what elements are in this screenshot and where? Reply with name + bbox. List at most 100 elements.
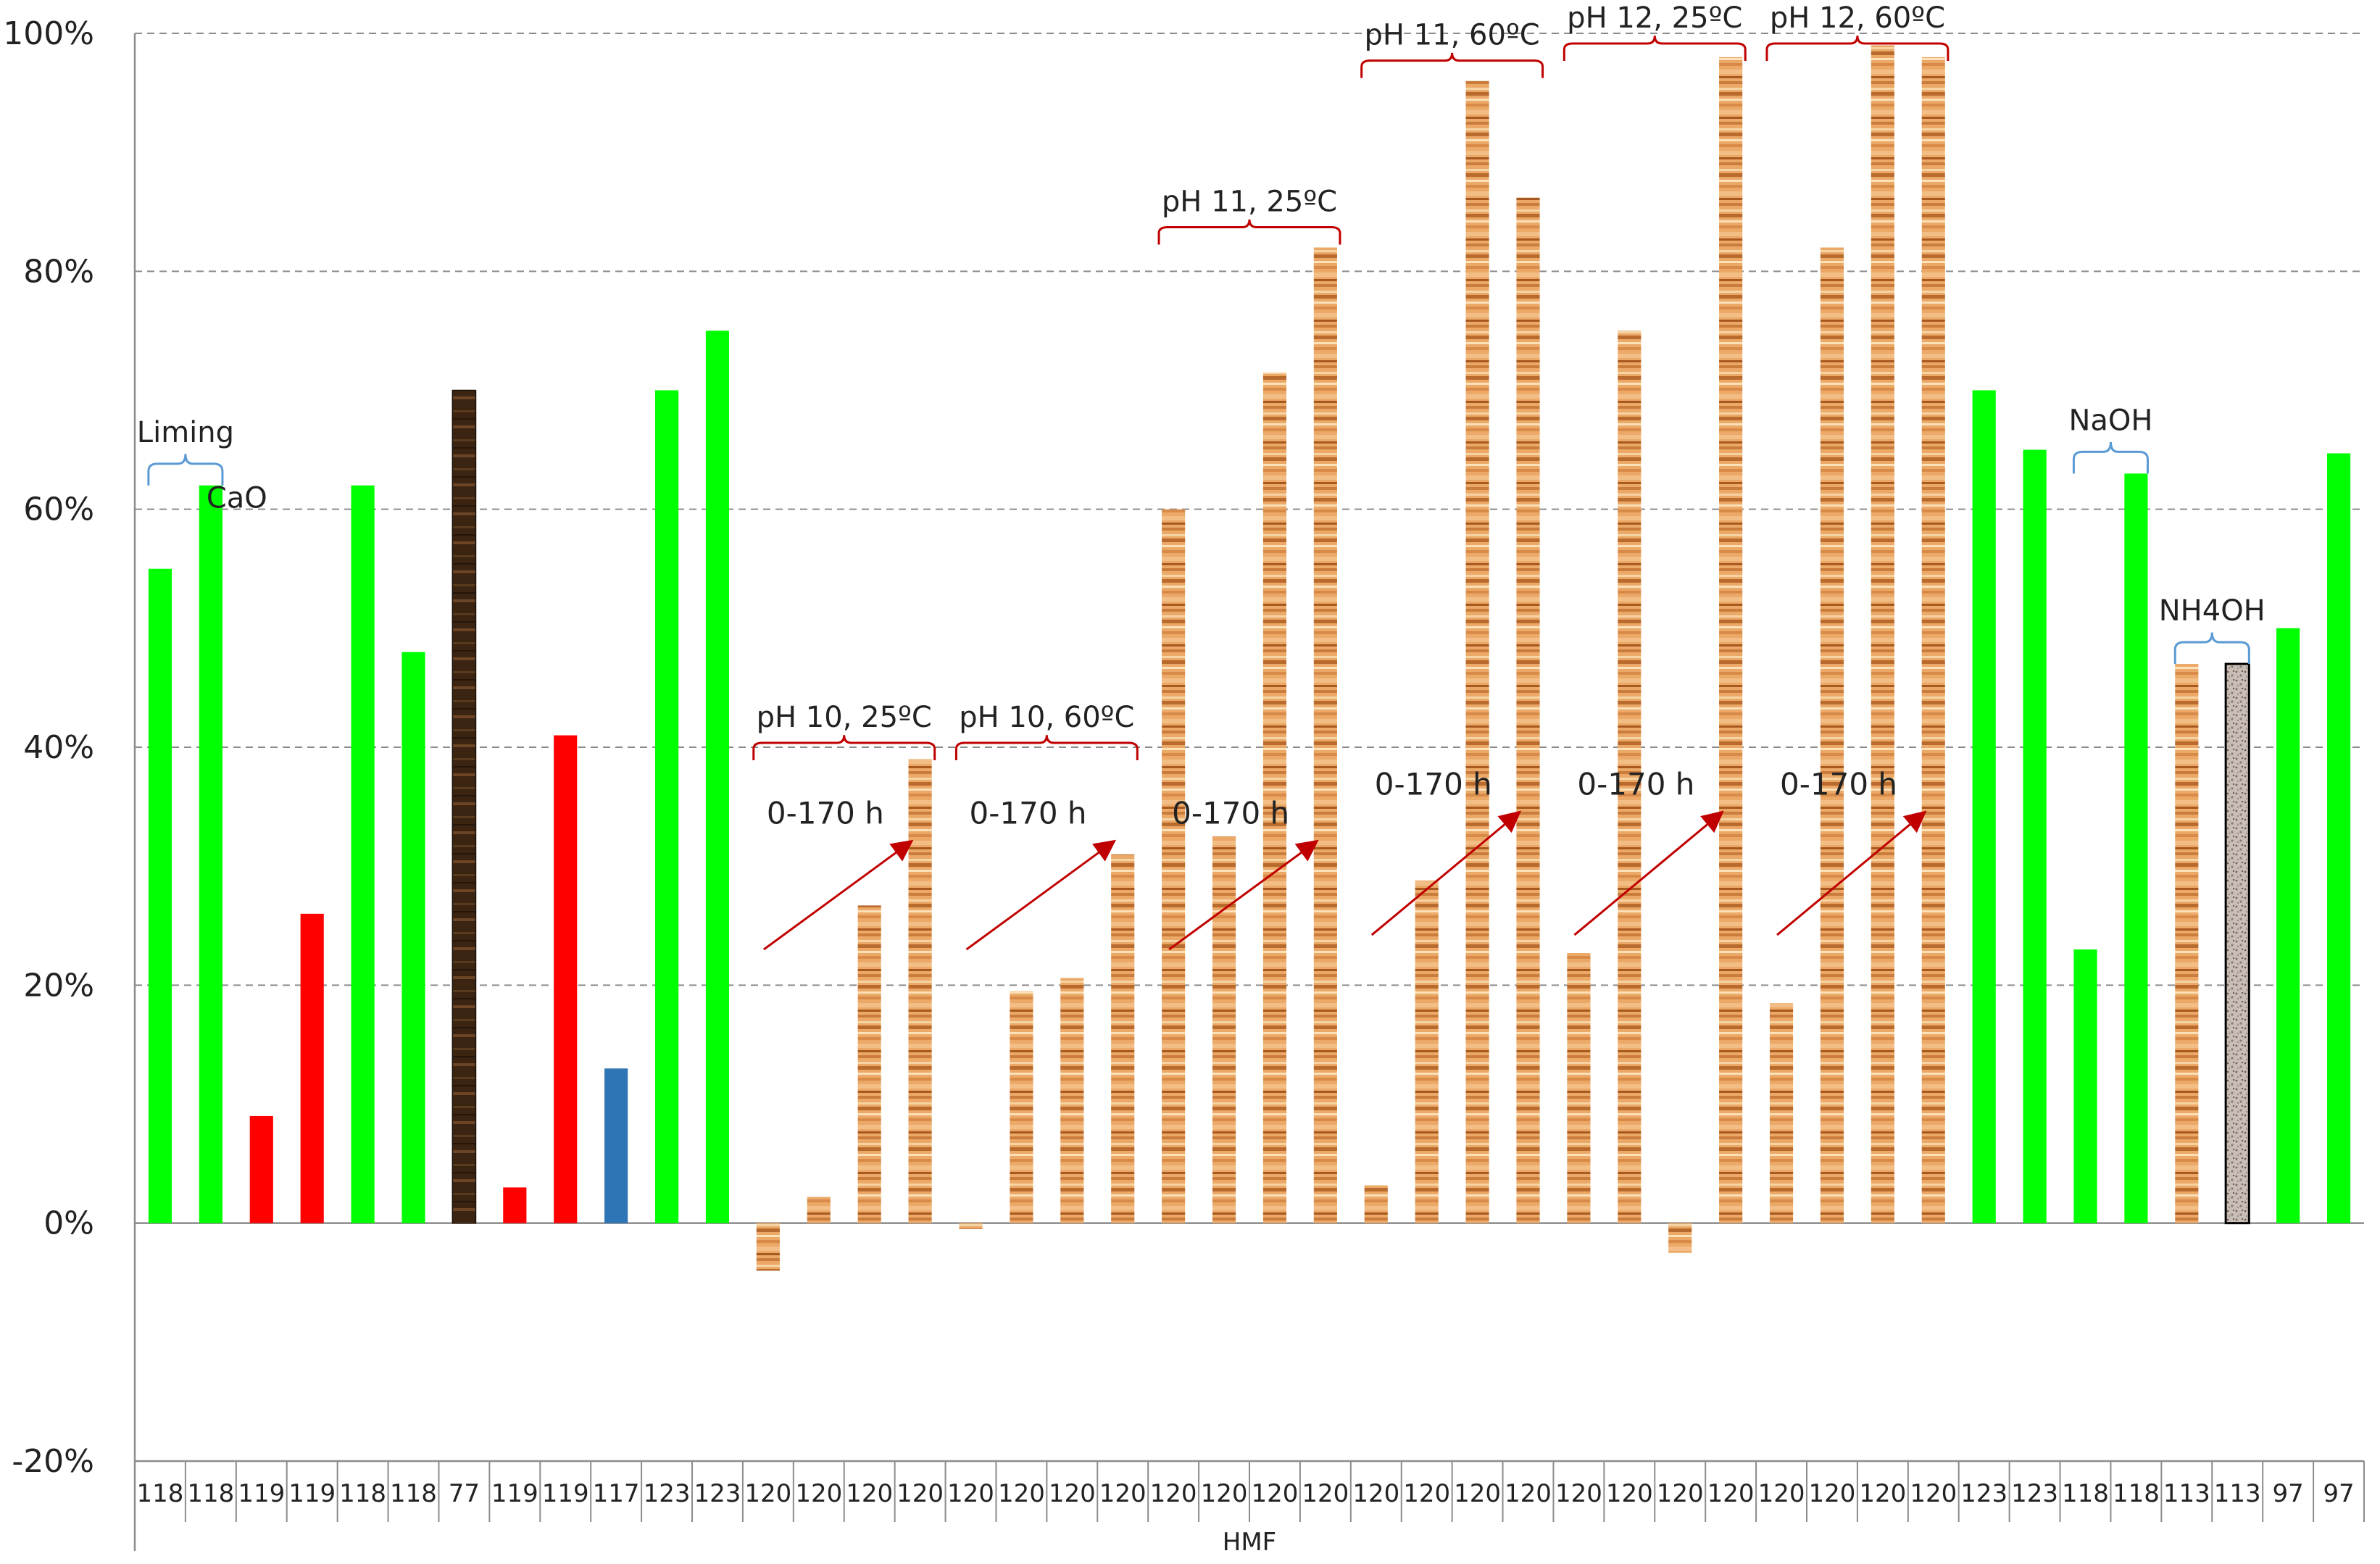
annotations	[147, 36, 2250, 951]
group-bracket	[752, 735, 936, 760]
x-tick-label: 117	[593, 1479, 640, 1508]
bar	[401, 652, 425, 1223]
trend-arrow	[762, 839, 914, 951]
trend-arrow	[1370, 810, 1522, 936]
bar	[1921, 57, 1945, 1223]
y-tick-label: 100%	[3, 15, 94, 52]
x-tick-label: 97	[2323, 1479, 2354, 1508]
bar	[1618, 330, 1642, 1223]
group-bracket	[1157, 219, 1341, 245]
x-tick-label: 123	[1960, 1479, 2007, 1508]
x-tick-label: 119	[288, 1479, 336, 1508]
y-tick-label: 60%	[23, 491, 94, 528]
x-tick-label: 120	[998, 1479, 1045, 1508]
x-tick-label: 120	[1150, 1479, 1197, 1508]
bar	[1871, 45, 1894, 1223]
bar	[1162, 509, 1186, 1223]
x-tick-label: 120	[795, 1479, 842, 1508]
bar	[554, 735, 578, 1223]
treatment-label: Liming	[137, 416, 234, 449]
x-tick-label: 118	[2113, 1479, 2160, 1508]
group-bracket	[1563, 36, 1747, 61]
x-tick-label: 120	[744, 1479, 791, 1508]
bar	[199, 485, 222, 1223]
group-bracket	[954, 735, 1139, 760]
bar	[452, 389, 477, 1224]
treatment-bracket	[2072, 441, 2149, 474]
x-tick-label: 120	[1352, 1479, 1399, 1508]
x-tick-label: 77	[449, 1479, 480, 1508]
bar	[2023, 449, 2047, 1223]
y-tick-label: -20%	[12, 1443, 94, 1480]
x-tick-label: 120	[947, 1479, 994, 1508]
bars	[148, 45, 2351, 1271]
x-tick-label: 119	[491, 1479, 538, 1508]
x-tick-label: 97	[2273, 1479, 2304, 1508]
bar	[503, 1187, 527, 1223]
bar	[1262, 372, 1287, 1223]
bar	[249, 1115, 273, 1223]
range-label: 0-170 h	[1375, 766, 1492, 802]
bar	[1465, 80, 1489, 1223]
bar	[2276, 628, 2300, 1223]
trend-arrow	[1573, 810, 1724, 936]
treatment-bracket	[2173, 632, 2250, 665]
bar	[1313, 247, 1337, 1223]
bar	[300, 913, 324, 1223]
group-label: pH 12, 60ºC	[1770, 1, 1945, 35]
bar	[2175, 664, 2199, 1223]
treatment-label: NH4OH	[2159, 594, 2265, 628]
x-tick-label: 120	[896, 1479, 944, 1508]
bar	[1415, 880, 1439, 1223]
x-tick-label: 119	[542, 1479, 589, 1508]
range-label: 0-170 h	[970, 795, 1087, 831]
bar	[604, 1068, 628, 1223]
trend-arrow	[965, 839, 1117, 951]
group-bracket	[1765, 36, 1950, 61]
bar	[2124, 473, 2148, 1223]
x-tick-label: 120	[1859, 1479, 1906, 1508]
y-tick-label: 0%	[43, 1205, 94, 1242]
bar	[807, 1197, 831, 1223]
x-tick-label: 120	[1555, 1479, 1602, 1508]
y-tick-label: 40%	[23, 729, 94, 766]
bar	[351, 485, 375, 1223]
bar	[1820, 247, 1844, 1223]
bar	[1364, 1185, 1388, 1223]
bar	[1567, 953, 1591, 1223]
labels: 100%80%60%40%20%0%-20%118 118 119 119 118 118…	[3, 1, 2354, 1557]
bar	[1516, 197, 1540, 1223]
bar	[2326, 453, 2351, 1223]
bar	[1972, 390, 1996, 1223]
bar	[1060, 978, 1084, 1223]
bar	[857, 905, 881, 1223]
x-tick-label: 120	[1758, 1479, 1805, 1508]
x-tick-label: 118	[187, 1479, 234, 1508]
bar	[654, 390, 679, 1223]
trend-arrow	[1776, 810, 1927, 936]
bar	[1769, 1002, 1794, 1223]
x-axis-title: HMF	[1223, 1528, 1276, 1557]
group-bracket	[1360, 52, 1544, 78]
x-tick-label: 120	[1403, 1479, 1450, 1508]
bar	[1719, 57, 1743, 1223]
x-tick-label: 120	[1252, 1479, 1299, 1508]
x-tick-label: 113	[2214, 1479, 2261, 1508]
x-tick-label: 120	[1505, 1479, 1552, 1508]
x-tick-label: 119	[238, 1479, 285, 1508]
x-tick-label: 120	[1606, 1479, 1653, 1508]
group-label: pH 11, 60ºC	[1365, 19, 1540, 52]
x-tick-label: 120	[1707, 1479, 1755, 1508]
bar	[705, 330, 730, 1223]
x-tick-label: 120	[1657, 1479, 1704, 1508]
bar	[2224, 662, 2250, 1225]
group-label: pH 11, 25ºC	[1162, 186, 1337, 219]
range-label: 0-170 h	[767, 795, 884, 831]
x-tick-label: 120	[1049, 1479, 1096, 1508]
group-label: pH 12, 25ºC	[1567, 1, 1742, 35]
x-tick-label: 120	[1809, 1479, 1856, 1508]
bar	[1668, 1223, 1692, 1253]
x-tick-label: 123	[694, 1479, 741, 1508]
x-tick-label: 118	[137, 1479, 184, 1508]
